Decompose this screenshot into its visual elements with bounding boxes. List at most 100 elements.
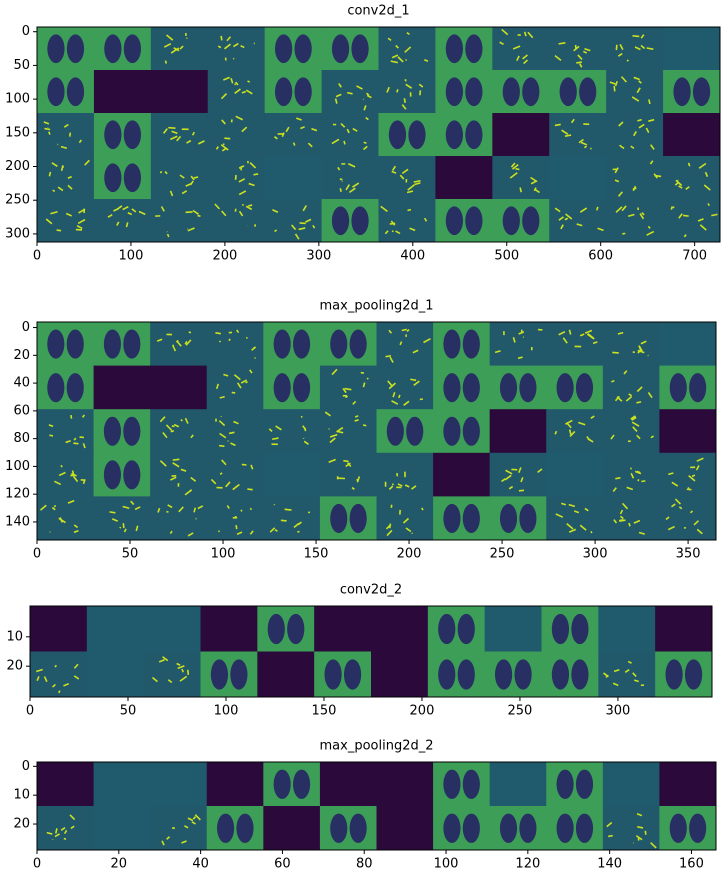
tile-shape xyxy=(458,659,475,689)
tile-shape xyxy=(386,356,391,357)
tile xyxy=(94,156,151,200)
tile-shape xyxy=(275,77,292,106)
tile xyxy=(603,762,660,807)
tile xyxy=(37,70,94,114)
tile xyxy=(663,113,720,157)
tile-shape xyxy=(272,438,278,439)
x-tick-label: 150 xyxy=(304,547,329,562)
tile-shape xyxy=(522,206,539,235)
tile-shape xyxy=(446,120,463,149)
tile-shape xyxy=(248,205,252,206)
tile xyxy=(485,606,542,652)
tile-shape xyxy=(59,691,60,693)
tile-shape xyxy=(57,230,61,231)
tile xyxy=(606,199,663,243)
tile xyxy=(207,806,264,851)
tile-shape xyxy=(463,814,480,843)
tile xyxy=(94,199,151,243)
y-tick-label: 150 xyxy=(5,125,30,140)
tile xyxy=(433,806,490,851)
tile-shape xyxy=(188,670,189,675)
tile-shape xyxy=(285,509,292,510)
tile xyxy=(314,606,371,652)
tile-shape xyxy=(636,402,641,403)
tile-shape xyxy=(420,90,421,95)
tile xyxy=(606,27,663,71)
tile-shape xyxy=(361,373,364,374)
tile xyxy=(546,322,603,366)
tile-shape xyxy=(463,329,480,358)
tile-shape xyxy=(64,839,66,840)
x-tick-label: 50 xyxy=(120,704,137,719)
tile-shape xyxy=(503,77,520,106)
tile-shape xyxy=(355,416,358,417)
tile-shape xyxy=(47,329,64,358)
tile-shape xyxy=(232,392,235,393)
tile-shape xyxy=(597,207,598,210)
tile xyxy=(549,199,606,243)
tile xyxy=(94,409,151,453)
tile xyxy=(598,606,655,652)
tile xyxy=(320,453,377,497)
tile-shape xyxy=(49,172,50,176)
tile xyxy=(151,156,208,200)
tile xyxy=(492,199,549,243)
tile-shape xyxy=(67,34,84,63)
tile xyxy=(320,762,377,807)
tile xyxy=(377,366,434,410)
tile-shape xyxy=(438,614,455,644)
tile-shape xyxy=(465,77,482,106)
tile xyxy=(485,652,542,698)
tile-shape xyxy=(557,814,574,843)
x-tick-label: 140 xyxy=(597,857,622,872)
tile xyxy=(433,366,490,410)
tile-shape xyxy=(330,504,347,533)
tile-shape xyxy=(576,770,593,799)
tile xyxy=(265,199,322,243)
x-tick-label: 500 xyxy=(494,249,519,264)
tile xyxy=(377,496,434,540)
tile xyxy=(603,322,660,366)
x-tick-label: 150 xyxy=(312,704,337,719)
tile xyxy=(208,113,265,157)
tile-shape xyxy=(160,171,161,173)
tile-shape xyxy=(576,373,593,402)
tile xyxy=(371,606,428,652)
tile-shape xyxy=(230,659,247,689)
tile xyxy=(549,27,606,71)
tile-shape xyxy=(406,417,423,446)
tile xyxy=(603,366,660,410)
tile-shape xyxy=(443,417,460,446)
tile-shape xyxy=(500,373,517,402)
y-tick-label: 20 xyxy=(13,348,30,363)
tile-shape xyxy=(619,520,625,521)
tile xyxy=(150,366,207,410)
tile xyxy=(663,27,720,71)
tile-shape xyxy=(649,99,650,103)
tile-shape xyxy=(123,329,140,358)
tile xyxy=(659,762,716,807)
tile xyxy=(663,156,720,200)
tile xyxy=(207,322,264,366)
tile xyxy=(265,156,322,200)
tile xyxy=(655,606,712,652)
tile xyxy=(490,762,547,807)
tile xyxy=(151,70,208,114)
tile-shape xyxy=(363,425,366,426)
tile-shape xyxy=(236,525,237,529)
tile-shape xyxy=(608,836,613,837)
tile xyxy=(320,496,377,540)
tile xyxy=(207,409,264,453)
tile xyxy=(433,409,490,453)
tile xyxy=(263,762,320,807)
tile xyxy=(379,113,436,157)
tile-shape xyxy=(274,373,291,402)
tile-shape xyxy=(685,659,702,689)
tile xyxy=(265,27,322,71)
tile-shape xyxy=(500,814,517,843)
tile xyxy=(490,409,547,453)
tile xyxy=(322,156,379,200)
tile-shape xyxy=(367,378,368,379)
tile-shape xyxy=(71,415,72,419)
tile-shape xyxy=(104,34,121,63)
